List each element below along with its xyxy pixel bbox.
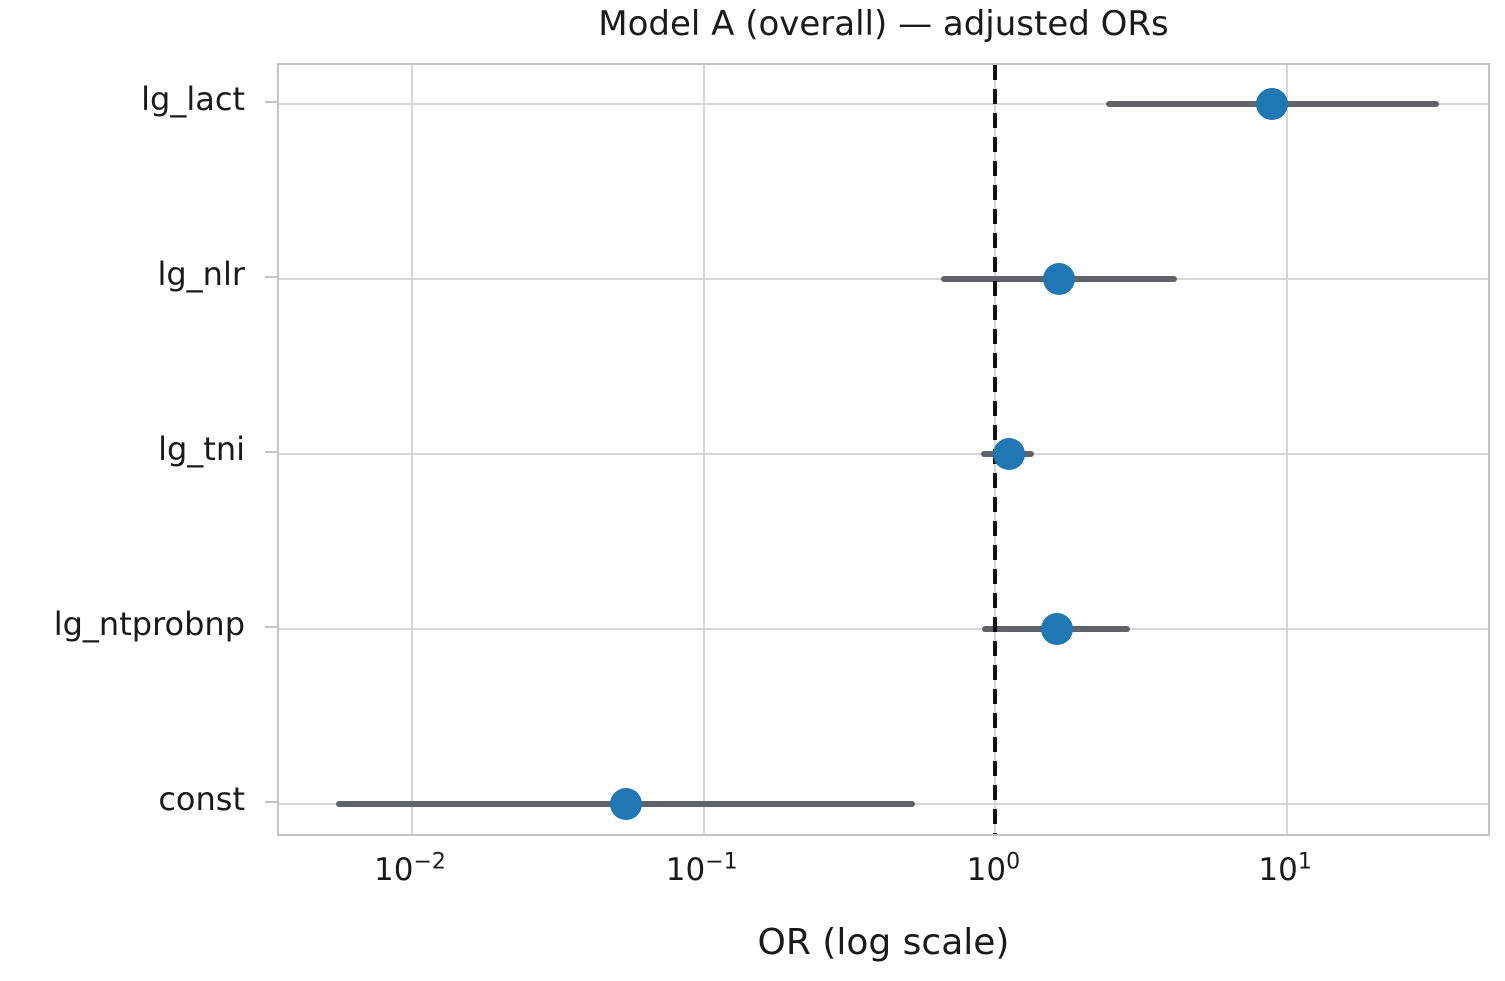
x-tick-label: 10−1 [665,849,738,888]
y-tick-mark [265,626,277,629]
chart-title: Model A (overall) — adjusted ORs [598,4,1169,44]
y-tick-label-lg_ntprobnp: lg_ntprobnp [53,605,245,644]
or-marker-lg_lact [1256,87,1289,120]
y-gridline [279,628,1488,631]
x-tick-exponent: 1 [1297,849,1312,875]
or-marker-const [609,788,642,821]
x-tick-base: 10 [374,852,414,888]
plot-area [277,63,1490,836]
x-tick-exponent: 0 [1006,849,1021,875]
x-tick-label: 100 [966,849,1021,888]
x-gridline [1286,65,1289,834]
or-marker-lg_nlr [1042,262,1075,295]
y-tick-label-lg_lact: lg_lact [141,79,245,118]
or-marker-lg_ntprobnp [1040,613,1073,646]
y-tick-mark [265,450,277,453]
y-tick-label-lg_nlr: lg_nlr [157,254,245,293]
y-tick-label-const: const [158,780,245,819]
y-tick-mark [265,801,277,804]
y-tick-label-lg_tni: lg_tni [158,429,245,468]
y-gridline [279,102,1488,105]
x-tick-base: 10 [1258,852,1298,888]
or-marker-lg_tni [992,437,1025,470]
x-tick-base: 10 [665,852,706,888]
y-gridline [279,452,1488,455]
x-tick-base: 10 [966,852,1007,888]
y-tick-mark [265,100,277,103]
y-gridline [279,277,1488,280]
x-tick-exponent: −2 [413,849,446,875]
y-tick-mark [265,275,277,278]
x-tick-exponent: −1 [705,849,738,875]
x-tick-label: 10−2 [374,849,446,888]
x-axis-label: OR (log scale) [757,922,1010,963]
x-tick-label: 101 [1258,849,1312,888]
x-gridline [410,65,413,834]
x-gridline [702,65,705,834]
